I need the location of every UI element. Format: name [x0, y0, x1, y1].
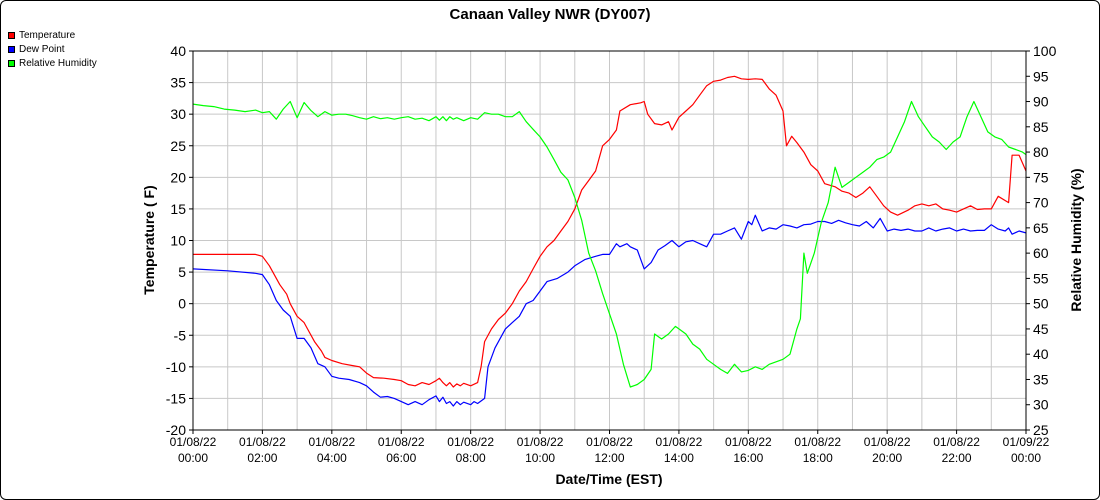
x-tick-label-date: 01/08/22 — [725, 435, 772, 449]
x-tick-label-time: 22:00 — [942, 451, 972, 465]
x-tick-label-date: 01/08/22 — [794, 435, 841, 449]
legend-item-temperature: Temperature — [8, 28, 97, 42]
x-tick-label-date: 01/08/22 — [308, 435, 355, 449]
legend-item-dew-point: Dew Point — [8, 42, 97, 56]
y-right-tick-label: 95 — [1033, 68, 1049, 84]
y-right-tick-label: 55 — [1033, 270, 1049, 286]
y-left-tick-label: 10 — [170, 233, 186, 249]
y-right-tick-label: 50 — [1033, 296, 1049, 312]
x-tick-label-time: 18:00 — [803, 451, 833, 465]
y-axis-left: -20 -15 -10 -5 0 5 10 15 20 25 30 35 40 — [166, 43, 193, 438]
x-tick-label-date: 01/08/22 — [447, 435, 494, 449]
legend-swatch-temperature — [8, 31, 15, 39]
y-left-tick-label: 40 — [170, 43, 186, 59]
x-tick-label-time: 10:00 — [525, 451, 555, 465]
x-tick-label-date: 01/08/22 — [864, 435, 911, 449]
x-tick-label-time: 12:00 — [594, 451, 624, 465]
x-tick-label-time: 00:00 — [1011, 451, 1041, 465]
y-axis-right-label: Relative Humidity (%) — [1068, 168, 1084, 311]
legend-swatch-relative-humidity — [8, 59, 15, 67]
x-axis: 01/08/22 00:00 01/08/22 02:00 01/08/22 04:00 0… — [170, 430, 1050, 465]
y-right-tick-label: 75 — [1033, 169, 1049, 185]
y-right-tick-label: 100 — [1033, 43, 1057, 59]
x-tick-label-time: 14:00 — [664, 451, 694, 465]
y-right-tick-label: 60 — [1033, 245, 1049, 261]
x-tick-label-date: 01/08/22 — [933, 435, 980, 449]
x-tick-label-date: 01/08/22 — [239, 435, 286, 449]
x-tick-label-date: 01/08/22 — [378, 435, 425, 449]
y-right-tick-label: 40 — [1033, 346, 1049, 362]
y-left-tick-label: -20 — [166, 422, 186, 438]
series-line-temperature — [193, 75, 1026, 388]
x-tick-label-time: 04:00 — [317, 451, 347, 465]
x-tick-label-date: 01/08/22 — [517, 435, 564, 449]
x-tick-label-date: 01/08/22 — [656, 435, 703, 449]
y-right-tick-label: 30 — [1033, 397, 1049, 413]
y-left-tick-label: 25 — [170, 138, 186, 154]
y-left-tick-label: 5 — [178, 264, 186, 280]
x-tick-label-date: 01/08/22 — [170, 435, 217, 449]
y-left-tick-label: 35 — [170, 75, 186, 91]
x-tick-label-time: 16:00 — [733, 451, 763, 465]
y-left-tick-label: 15 — [170, 201, 186, 217]
x-tick-label-time: 06:00 — [386, 451, 416, 465]
legend-swatch-dew-point — [8, 45, 15, 53]
legend-label-relative-humidity: Relative Humidity — [19, 57, 97, 69]
y-right-tick-label: 45 — [1033, 321, 1049, 337]
chart-legend: Temperature Dew Point Relative Humidity — [8, 28, 97, 70]
gridlines — [192, 50, 1027, 431]
x-tick-label-time: 08:00 — [456, 451, 486, 465]
y-left-tick-label: 30 — [170, 106, 186, 122]
y-right-tick-label: 65 — [1033, 220, 1049, 236]
y-left-tick-label: -5 — [174, 327, 187, 343]
y-axis-left-label: Temperature ( F) — [141, 185, 157, 294]
y-right-tick-label: 80 — [1033, 144, 1049, 160]
series-line-relative-humidity — [193, 100, 1026, 388]
y-right-tick-label: 70 — [1033, 195, 1049, 211]
y-left-tick-label: 0 — [178, 296, 186, 312]
y-right-tick-label: 85 — [1033, 119, 1049, 135]
y-right-tick-label: 25 — [1033, 422, 1049, 438]
series-line-dew-point — [193, 214, 1026, 407]
x-tick-label-date: 01/08/22 — [586, 435, 633, 449]
x-tick-label-time: 02:00 — [247, 451, 277, 465]
x-tick-label-time: 20:00 — [872, 451, 902, 465]
legend-label-dew-point: Dew Point — [19, 43, 65, 55]
legend-item-relative-humidity: Relative Humidity — [8, 56, 97, 70]
y-right-tick-label: 90 — [1033, 94, 1049, 110]
series-layer — [193, 75, 1026, 407]
x-tick-label-date: 01/09/22 — [1003, 435, 1050, 449]
y-left-tick-label: 20 — [170, 169, 186, 185]
chart-title: Canaan Valley NWR (DY007) — [450, 6, 651, 23]
y-right-tick-label: 35 — [1033, 371, 1049, 387]
y-left-tick-label: -15 — [166, 390, 186, 406]
legend-label-temperature: Temperature — [19, 29, 76, 41]
x-tick-label-time: 00:00 — [178, 451, 208, 465]
x-axis-label: Date/Time (EST) — [555, 471, 662, 487]
y-axis-right: 25 30 35 40 45 50 55 60 65 70 75 80 85 90 95 100 — [1026, 43, 1057, 438]
y-left-tick-label: -10 — [166, 359, 186, 375]
